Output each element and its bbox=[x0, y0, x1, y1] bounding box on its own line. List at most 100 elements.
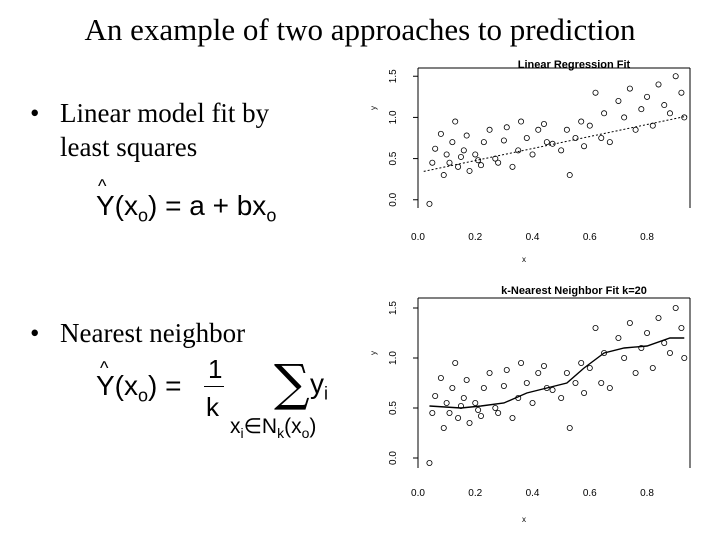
data-point bbox=[449, 385, 456, 392]
data-point bbox=[598, 135, 605, 142]
formula-nearest-neighbor: ^ Y(xo) = 1 k ∑ yi xi∈Nk(xo) bbox=[96, 354, 366, 458]
bullet-dot-icon: • bbox=[30, 98, 40, 128]
data-point bbox=[518, 360, 525, 367]
data-point bbox=[661, 102, 668, 109]
data-point bbox=[666, 110, 673, 117]
data-point bbox=[472, 151, 479, 158]
y-axis-label: y bbox=[369, 351, 378, 355]
data-point bbox=[549, 387, 556, 394]
data-point bbox=[598, 380, 605, 387]
data-point bbox=[495, 409, 502, 416]
data-point bbox=[440, 172, 447, 179]
data-point bbox=[592, 325, 599, 332]
data-point bbox=[509, 163, 516, 170]
y-tick-label: 0.0 bbox=[388, 451, 399, 465]
data-point bbox=[495, 159, 502, 166]
x-tick-label: 0.8 bbox=[640, 488, 654, 499]
data-point bbox=[503, 124, 510, 131]
formula-nn-under-in: ∈N bbox=[243, 415, 278, 438]
formula-nn-yi-sub: i bbox=[324, 383, 328, 404]
data-point bbox=[586, 365, 593, 372]
data-point bbox=[581, 390, 588, 397]
data-point bbox=[529, 151, 536, 158]
bullet-dot-icon: • bbox=[30, 318, 40, 348]
bullet-linear-model: • Linear model fit by least squares bbox=[30, 96, 269, 164]
y-tick-label: 0.5 bbox=[388, 151, 399, 165]
data-point bbox=[426, 200, 433, 207]
data-point bbox=[615, 97, 622, 104]
data-point bbox=[429, 159, 436, 166]
data-point bbox=[606, 385, 613, 392]
formula-linear-rhs: ) = a + bx bbox=[148, 190, 267, 221]
data-point bbox=[477, 412, 484, 419]
data-point bbox=[449, 139, 456, 146]
data-point bbox=[455, 414, 462, 421]
formula-linear-lhs: Y(x bbox=[96, 190, 138, 221]
formula-linear: ^ Y(xo) = a + bxo bbox=[96, 176, 277, 227]
data-point bbox=[455, 163, 462, 170]
data-point bbox=[615, 335, 622, 342]
data-point bbox=[621, 114, 628, 121]
data-point bbox=[523, 380, 530, 387]
fraction-bar bbox=[204, 386, 224, 387]
slide-title: An example of two approaches to predicti… bbox=[84, 12, 636, 47]
data-point bbox=[566, 172, 573, 179]
data-point bbox=[558, 395, 565, 402]
x-tick-label: 0.2 bbox=[468, 232, 482, 243]
x-axis-label: x bbox=[522, 515, 526, 524]
bullet-nearest-neighbor: • Nearest neighbor bbox=[30, 316, 245, 350]
data-point bbox=[540, 363, 547, 370]
bullet-linear-line1: Linear model fit by bbox=[60, 98, 270, 128]
data-point bbox=[443, 400, 450, 407]
data-point bbox=[457, 153, 464, 160]
y-tick-label: 1.5 bbox=[388, 69, 399, 83]
data-point bbox=[621, 355, 628, 362]
formula-nn-yi: y bbox=[310, 368, 324, 399]
data-point bbox=[632, 370, 639, 377]
data-point bbox=[503, 367, 510, 374]
formula-nn-under-paren: (x bbox=[284, 415, 302, 438]
data-point bbox=[626, 320, 633, 327]
data-point bbox=[443, 151, 450, 158]
summation-icon: ∑ bbox=[274, 354, 310, 412]
data-point bbox=[466, 419, 473, 426]
data-point bbox=[638, 345, 645, 352]
x-tick-label: 0.4 bbox=[526, 488, 540, 499]
x-axis-label: x bbox=[522, 255, 526, 264]
formula-nn-under-x: x bbox=[230, 415, 241, 438]
regression-line bbox=[423, 115, 688, 172]
data-point bbox=[432, 145, 439, 152]
data-point bbox=[678, 325, 685, 332]
data-point bbox=[452, 360, 459, 367]
x-tick-label: 0.8 bbox=[640, 232, 654, 243]
data-point bbox=[429, 409, 436, 416]
chart-title: Linear Regression Fit bbox=[518, 59, 631, 71]
data-point bbox=[509, 414, 516, 421]
knn-chart: k-Nearest Neighbor Fit k=20 0.0 0.2 0.4 0.6 0… bbox=[369, 285, 691, 524]
data-point bbox=[586, 122, 593, 129]
data-point bbox=[644, 330, 651, 337]
data-point bbox=[475, 407, 482, 414]
data-point bbox=[649, 365, 656, 372]
formula-nn-under-close: ) bbox=[309, 415, 317, 438]
formula-nn-sub: o bbox=[138, 385, 149, 406]
formula-linear-rhs-sub: o bbox=[266, 205, 277, 226]
data-point bbox=[563, 370, 570, 377]
data-point bbox=[480, 139, 487, 146]
linear-regression-chart: Linear Regression Fit 0.0 0.2 0.4 0.6 0.8 0.0 0… bbox=[369, 59, 691, 264]
data-point bbox=[518, 118, 525, 125]
formula-nn-under-xsub: i bbox=[240, 425, 244, 442]
data-point bbox=[523, 135, 530, 142]
y-tick-label: 1.5 bbox=[388, 301, 399, 315]
data-point bbox=[543, 139, 550, 146]
formula-nn-under-o: o bbox=[301, 425, 310, 442]
hat-icon: ^ bbox=[100, 358, 109, 378]
data-point bbox=[466, 167, 473, 174]
fraction-numerator: 1 bbox=[208, 354, 223, 384]
formula-linear-sub: o bbox=[138, 205, 149, 226]
data-point bbox=[486, 126, 493, 133]
data-point bbox=[672, 304, 679, 311]
x-tick-label: 0.6 bbox=[583, 488, 597, 499]
data-point bbox=[572, 135, 579, 142]
data-point bbox=[500, 137, 507, 144]
